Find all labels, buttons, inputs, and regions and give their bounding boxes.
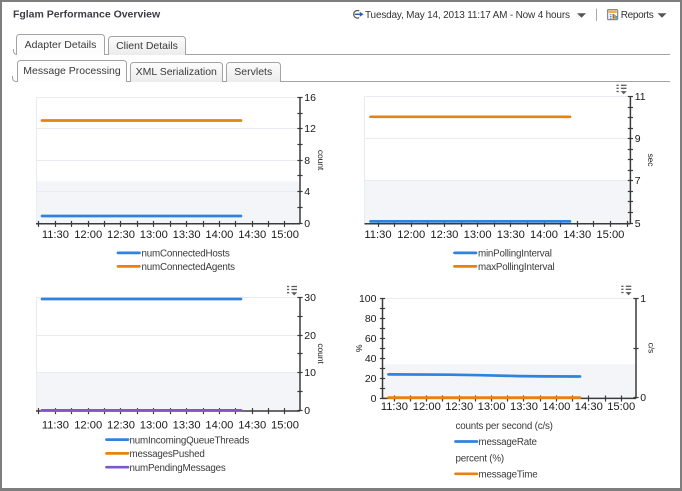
- svg-text:Tuesday, May 14, 2013 11:17 AM: Tuesday, May 14, 2013 11:17 AM - Now 4 h…: [365, 10, 570, 21]
- svg-text:14:30: 14:30: [575, 401, 603, 413]
- svg-text:12:30: 12:30: [430, 229, 458, 241]
- svg-text:sec: sec: [646, 154, 656, 168]
- svg-text:14:30: 14:30: [238, 229, 266, 241]
- svg-text:0: 0: [304, 218, 310, 230]
- svg-text:11:30: 11:30: [42, 229, 69, 241]
- svg-text:11:30: 11:30: [42, 419, 69, 431]
- svg-text:percent (%): percent (%): [456, 453, 504, 464]
- svg-text:14:00: 14:00: [530, 229, 558, 241]
- svg-text:14:30: 14:30: [563, 229, 591, 241]
- svg-text:11:30: 11:30: [364, 229, 391, 241]
- svg-text:15:00: 15:00: [271, 419, 299, 431]
- svg-text:numIncomingQueueThreads: numIncomingQueueThreads: [130, 435, 250, 446]
- svg-text:14:00: 14:00: [542, 401, 570, 413]
- svg-text:12:00: 12:00: [413, 401, 441, 413]
- svg-text:12:30: 12:30: [445, 401, 473, 413]
- svg-text:%: %: [354, 344, 364, 352]
- svg-text:12: 12: [304, 123, 316, 135]
- svg-text:12:30: 12:30: [107, 419, 135, 431]
- svg-text:30: 30: [304, 292, 316, 304]
- svg-text:numConnectedHosts: numConnectedHosts: [142, 249, 230, 260]
- svg-text:14:00: 14:00: [205, 419, 233, 431]
- svg-text:4: 4: [304, 186, 310, 198]
- svg-text:40: 40: [365, 353, 377, 365]
- svg-text:15:00: 15:00: [271, 229, 299, 241]
- svg-text:12:30: 12:30: [107, 229, 135, 241]
- svg-text:count: count: [316, 150, 326, 171]
- svg-text:messageRate: messageRate: [479, 437, 538, 448]
- svg-text:80: 80: [365, 313, 377, 325]
- svg-text:14:30: 14:30: [238, 419, 266, 431]
- svg-text:13:00: 13:00: [140, 419, 168, 431]
- svg-text:20: 20: [365, 373, 377, 385]
- svg-text:13:30: 13:30: [173, 229, 201, 241]
- svg-text:100: 100: [359, 293, 377, 305]
- svg-text:7: 7: [635, 175, 641, 187]
- svg-text:10: 10: [304, 367, 316, 379]
- svg-text:5: 5: [635, 218, 641, 230]
- svg-text:Reports: Reports: [621, 10, 654, 21]
- svg-text:13:30: 13:30: [497, 229, 525, 241]
- svg-text:0: 0: [371, 393, 377, 405]
- svg-text:13:00: 13:00: [478, 401, 506, 413]
- svg-text:12:00: 12:00: [397, 229, 425, 241]
- svg-text:12:00: 12:00: [74, 419, 102, 431]
- svg-text:16: 16: [304, 92, 316, 104]
- svg-text:13:00: 13:00: [140, 229, 168, 241]
- svg-text:13:30: 13:30: [173, 419, 201, 431]
- svg-text:minPollingInterval: minPollingInterval: [478, 249, 552, 260]
- svg-text:1: 1: [640, 293, 646, 305]
- svg-text:12:00: 12:00: [74, 229, 102, 241]
- svg-text:13:00: 13:00: [464, 229, 492, 241]
- svg-text:15:00: 15:00: [596, 229, 624, 241]
- svg-text:maxPollingInterval: maxPollingInterval: [478, 262, 554, 273]
- svg-text:15:00: 15:00: [607, 401, 635, 413]
- svg-text:count: count: [316, 343, 326, 364]
- svg-text:11: 11: [635, 91, 646, 103]
- svg-text:13:30: 13:30: [510, 401, 538, 413]
- svg-text:numPendingMessages: numPendingMessages: [130, 463, 226, 474]
- svg-text:9: 9: [635, 133, 641, 145]
- svg-text:messageTime: messageTime: [479, 470, 539, 481]
- svg-text:60: 60: [365, 333, 377, 345]
- svg-text:11:30: 11:30: [381, 401, 408, 413]
- svg-text:numConnectedAgents: numConnectedAgents: [142, 262, 236, 273]
- svg-text:counts per second (c/s): counts per second (c/s): [456, 421, 553, 432]
- svg-text:8: 8: [304, 155, 310, 167]
- svg-text:messagesPushed: messagesPushed: [130, 449, 205, 460]
- svg-text:0: 0: [640, 392, 646, 404]
- svg-text:20: 20: [304, 330, 316, 342]
- svg-text:14:00: 14:00: [205, 229, 233, 241]
- svg-text:Fglam Performance Overview: Fglam Performance Overview: [13, 9, 161, 21]
- svg-text:c/s: c/s: [646, 343, 656, 354]
- svg-text:0: 0: [304, 405, 310, 417]
